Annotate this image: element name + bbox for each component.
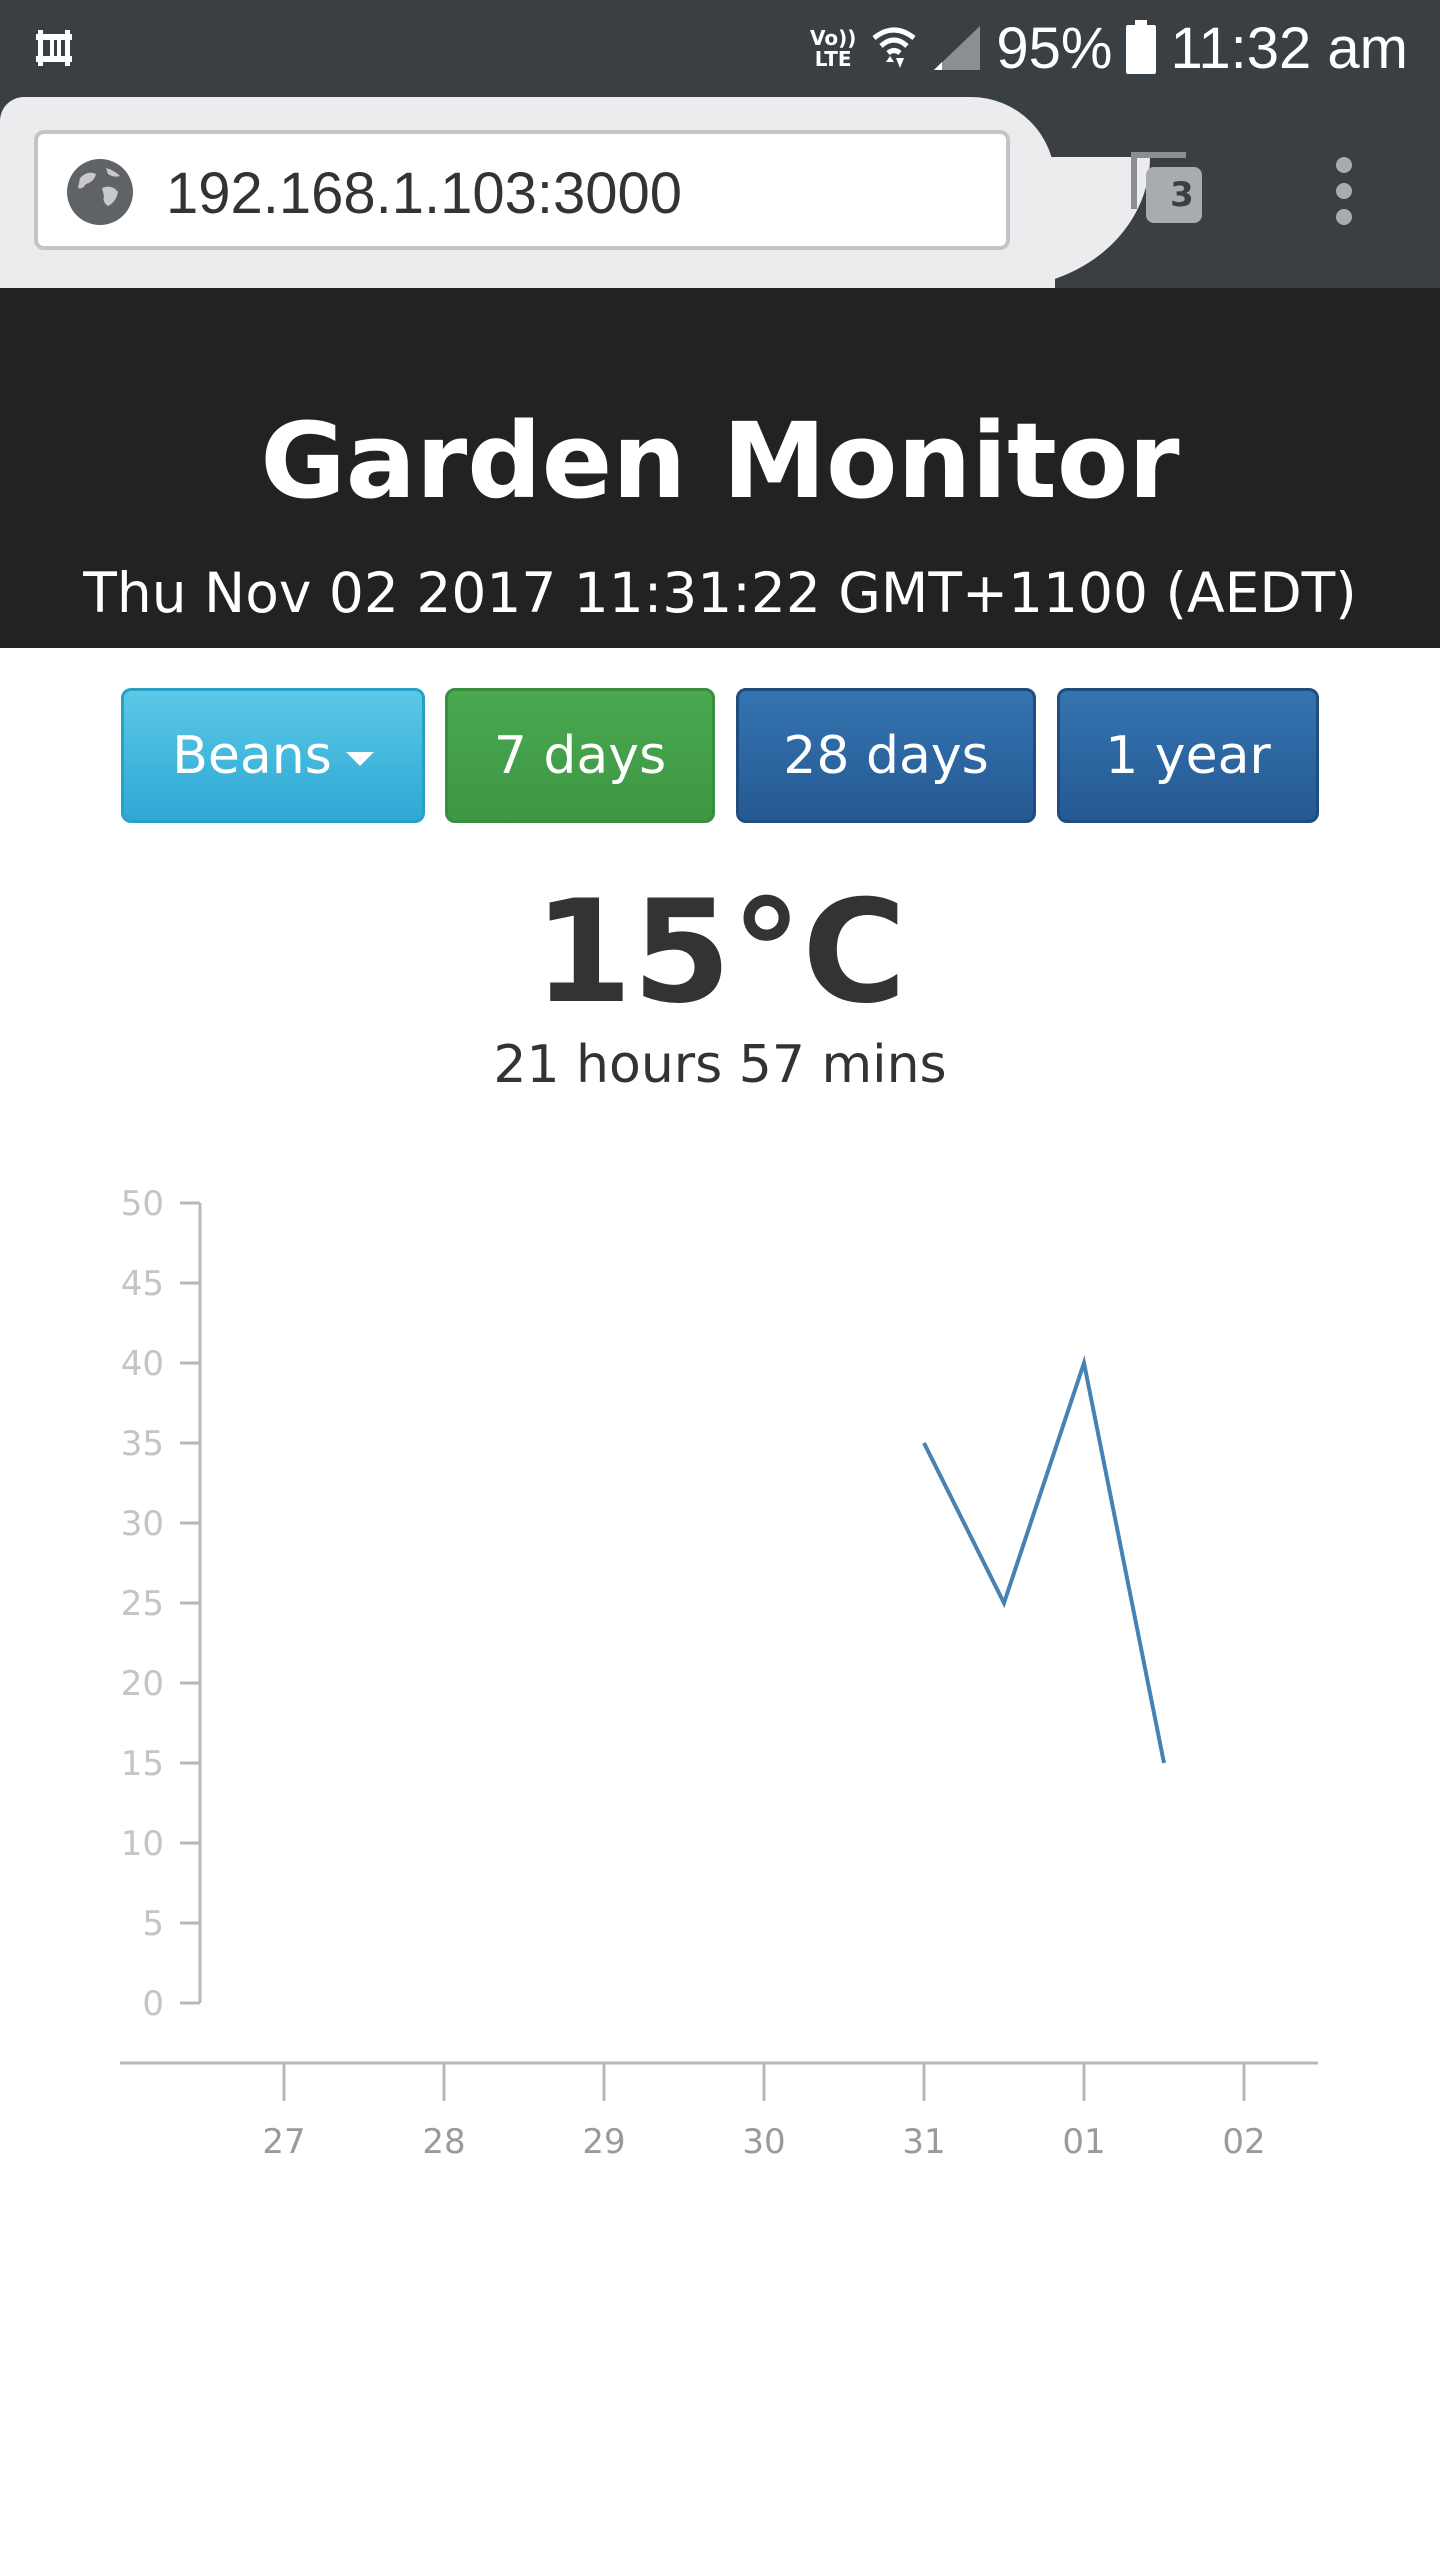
overflow-menu-icon[interactable] xyxy=(1328,157,1360,233)
range-1-year-button[interactable]: 1 year xyxy=(1057,688,1319,823)
page-title: Garden Monitor xyxy=(260,400,1180,522)
y-tick-label: 10 xyxy=(121,1824,164,1864)
y-tick-label: 50 xyxy=(121,1184,164,1224)
temperature-series-line xyxy=(922,1355,1166,1764)
tab-count: 3 xyxy=(1170,175,1194,215)
battery-icon xyxy=(1126,20,1157,78)
y-tick-label: 5 xyxy=(142,1904,164,1944)
browser-toolbar: 192.168.1.103:3000 3 xyxy=(0,97,1440,288)
volte-icon: Vo)) LTE xyxy=(809,26,857,71)
battery-percent: 95% xyxy=(996,16,1113,81)
y-tick-label: 15 xyxy=(121,1744,164,1784)
address-bar[interactable]: 192.168.1.103:3000 xyxy=(34,130,1010,250)
signal-icon xyxy=(932,22,982,76)
time-since-reading: 21 hours 57 mins xyxy=(493,1035,947,1095)
notification-icon xyxy=(32,26,76,74)
x-tick-label: 29 xyxy=(582,2122,625,2162)
globe-icon xyxy=(66,158,134,230)
tabs-icon[interactable] xyxy=(1124,145,1208,233)
page-header: Garden Monitor Thu Nov 02 2017 11:31:22 … xyxy=(0,288,1440,648)
caret-down-icon xyxy=(345,751,374,766)
x-tick-label: 31 xyxy=(902,2122,945,2162)
x-tick-label: 01 xyxy=(1062,2122,1105,2162)
y-tick-label: 30 xyxy=(121,1504,164,1544)
x-tick-label: 30 xyxy=(742,2122,785,2162)
page-datetime: Thu Nov 02 2017 11:31:22 GMT+1100 (AEDT) xyxy=(83,561,1357,625)
x-tick-label: 28 xyxy=(422,2122,465,2162)
current-temperature: 15°C xyxy=(533,870,907,1035)
status-bar: Vo)) LTE 95% 11:32 am xyxy=(0,0,1440,97)
y-tick-label: 45 xyxy=(121,1264,164,1304)
wifi-icon xyxy=(870,22,918,76)
y-tick-label: 25 xyxy=(121,1584,164,1624)
y-tick-label: 0 xyxy=(142,1984,164,2024)
url-text: 192.168.1.103:3000 xyxy=(166,161,683,226)
plant-dropdown-button[interactable]: Beans xyxy=(121,688,425,823)
range-7-days-button[interactable]: 7 days xyxy=(445,688,715,823)
y-tick-label: 40 xyxy=(121,1344,164,1384)
x-tick-label: 27 xyxy=(262,2122,305,2162)
y-tick-label: 35 xyxy=(121,1424,164,1464)
range-28-days-button[interactable]: 28 days xyxy=(736,688,1036,823)
clock: 11:32 am xyxy=(1170,16,1408,81)
x-tick-label: 02 xyxy=(1222,2122,1265,2162)
y-tick-label: 20 xyxy=(121,1664,164,1704)
active-tab: 192.168.1.103:3000 xyxy=(0,97,1055,288)
plant-dropdown-label: Beans xyxy=(172,725,332,786)
